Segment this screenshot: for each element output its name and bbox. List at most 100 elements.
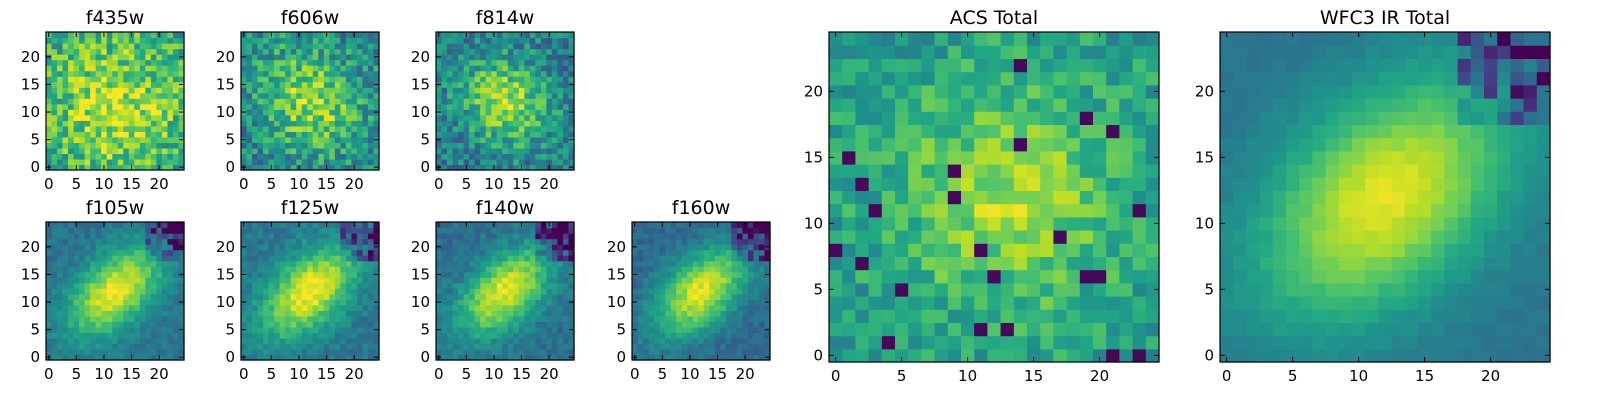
heatmap-cell — [329, 109, 336, 116]
heatmap-cell — [681, 238, 688, 245]
heatmap-cell — [676, 260, 683, 267]
heatmap-cell — [268, 125, 275, 132]
heatmap-cell — [334, 227, 341, 234]
heatmap-cell — [436, 43, 443, 50]
heatmap-cell — [117, 103, 124, 110]
heatmap-cell — [106, 109, 113, 116]
heatmap-cell — [57, 326, 64, 333]
heatmap-cell — [139, 315, 146, 322]
heatmap-cell — [546, 337, 553, 345]
heatmap-cell — [441, 315, 448, 322]
heatmap-cell — [687, 233, 694, 240]
heatmap-cell — [323, 43, 330, 50]
heatmap-cell — [562, 299, 570, 306]
heatmap-cell — [513, 59, 520, 66]
heatmap-cell — [252, 255, 259, 262]
heatmap-cell — [513, 238, 520, 245]
heatmap-cell — [458, 158, 465, 166]
heatmap-cell — [1119, 282, 1134, 297]
heatmap-cell — [178, 65, 185, 72]
heatmap-cell — [562, 125, 570, 132]
heatmap-cell — [263, 354, 270, 361]
heatmap-cell — [95, 288, 102, 295]
heatmap-cell — [764, 266, 771, 273]
heatmap-cell — [758, 310, 766, 317]
heatmap-cell — [535, 43, 542, 50]
heatmap-cell — [106, 354, 113, 361]
heatmap-cell — [529, 32, 536, 39]
heatmap-cell — [172, 249, 180, 256]
heatmap-cell — [562, 222, 570, 229]
heatmap-cell — [568, 43, 575, 50]
heatmap-cell — [518, 271, 525, 278]
heatmap-cell — [178, 158, 185, 166]
heatmap-cell — [84, 153, 91, 160]
heatmap-cell — [1119, 269, 1134, 284]
heatmap-cell — [502, 70, 509, 77]
heatmap-cell — [720, 293, 727, 300]
heatmap-cell — [246, 153, 253, 160]
heatmap-cell — [764, 293, 771, 300]
heatmap-cell — [117, 304, 124, 311]
heatmap-cell — [648, 337, 655, 345]
heatmap-cell — [714, 238, 721, 245]
heatmap-cell — [112, 114, 119, 121]
heatmap-cell — [703, 249, 710, 256]
heatmap-cell — [57, 98, 64, 105]
heatmap-cell — [720, 326, 727, 333]
heatmap-cell — [507, 59, 514, 66]
heatmap-cell — [714, 326, 721, 333]
heatmap-cell — [1119, 296, 1134, 310]
x-tick-label: 0 — [434, 365, 444, 383]
heatmap-cell — [562, 227, 570, 234]
heatmap-cell — [474, 315, 481, 322]
heatmap-cell — [345, 304, 352, 311]
heatmap-cell — [687, 260, 694, 267]
heatmap-cell — [279, 32, 286, 39]
x-tick-label: 20 — [150, 365, 169, 383]
heatmap-cell — [507, 142, 514, 149]
heatmap-cell — [139, 32, 146, 39]
heatmap-cell — [84, 59, 91, 66]
heatmap-cell — [441, 260, 448, 267]
heatmap-cell — [128, 92, 135, 99]
heatmap-cell — [79, 244, 86, 251]
heatmap-cell — [692, 288, 699, 295]
heatmap-cell — [79, 158, 86, 166]
heatmap-cell — [62, 315, 69, 322]
heatmap-cell — [463, 109, 470, 116]
heatmap-cell — [367, 277, 375, 284]
heatmap-cell — [698, 315, 705, 322]
heatmap-cell — [84, 260, 91, 267]
x-tick-label: 10 — [680, 365, 699, 383]
heatmap-cell — [57, 321, 64, 328]
heatmap-cell — [524, 266, 531, 273]
heatmap-cell — [736, 222, 743, 229]
heatmap-cell — [123, 343, 130, 350]
heatmap-cell — [161, 233, 169, 240]
heatmap-cell — [123, 59, 130, 66]
heatmap-cell — [441, 59, 448, 66]
heatmap-cell — [1066, 322, 1081, 337]
heatmap-cell — [156, 103, 163, 110]
heatmap-cell — [908, 216, 922, 231]
heatmap-cell — [452, 315, 459, 322]
heatmap-cell — [665, 293, 672, 300]
heatmap-cell — [551, 37, 559, 44]
heatmap-cell — [458, 81, 465, 88]
heatmap-cell — [568, 103, 575, 110]
heatmap-cell — [112, 87, 119, 94]
heatmap-cell — [551, 343, 559, 350]
heatmap-cell — [747, 348, 755, 356]
heatmap-cell — [698, 249, 705, 256]
heatmap-cell — [362, 282, 369, 289]
heatmap-cell — [518, 233, 525, 240]
heatmap-cell — [117, 310, 124, 317]
heatmap-cell — [285, 158, 292, 166]
heatmap-cell — [714, 282, 721, 289]
heatmap-cell — [654, 299, 661, 306]
heatmap-cell — [764, 277, 771, 284]
heatmap-cell — [643, 238, 650, 245]
heatmap-cell — [307, 222, 314, 229]
heatmap-cell — [496, 299, 503, 306]
